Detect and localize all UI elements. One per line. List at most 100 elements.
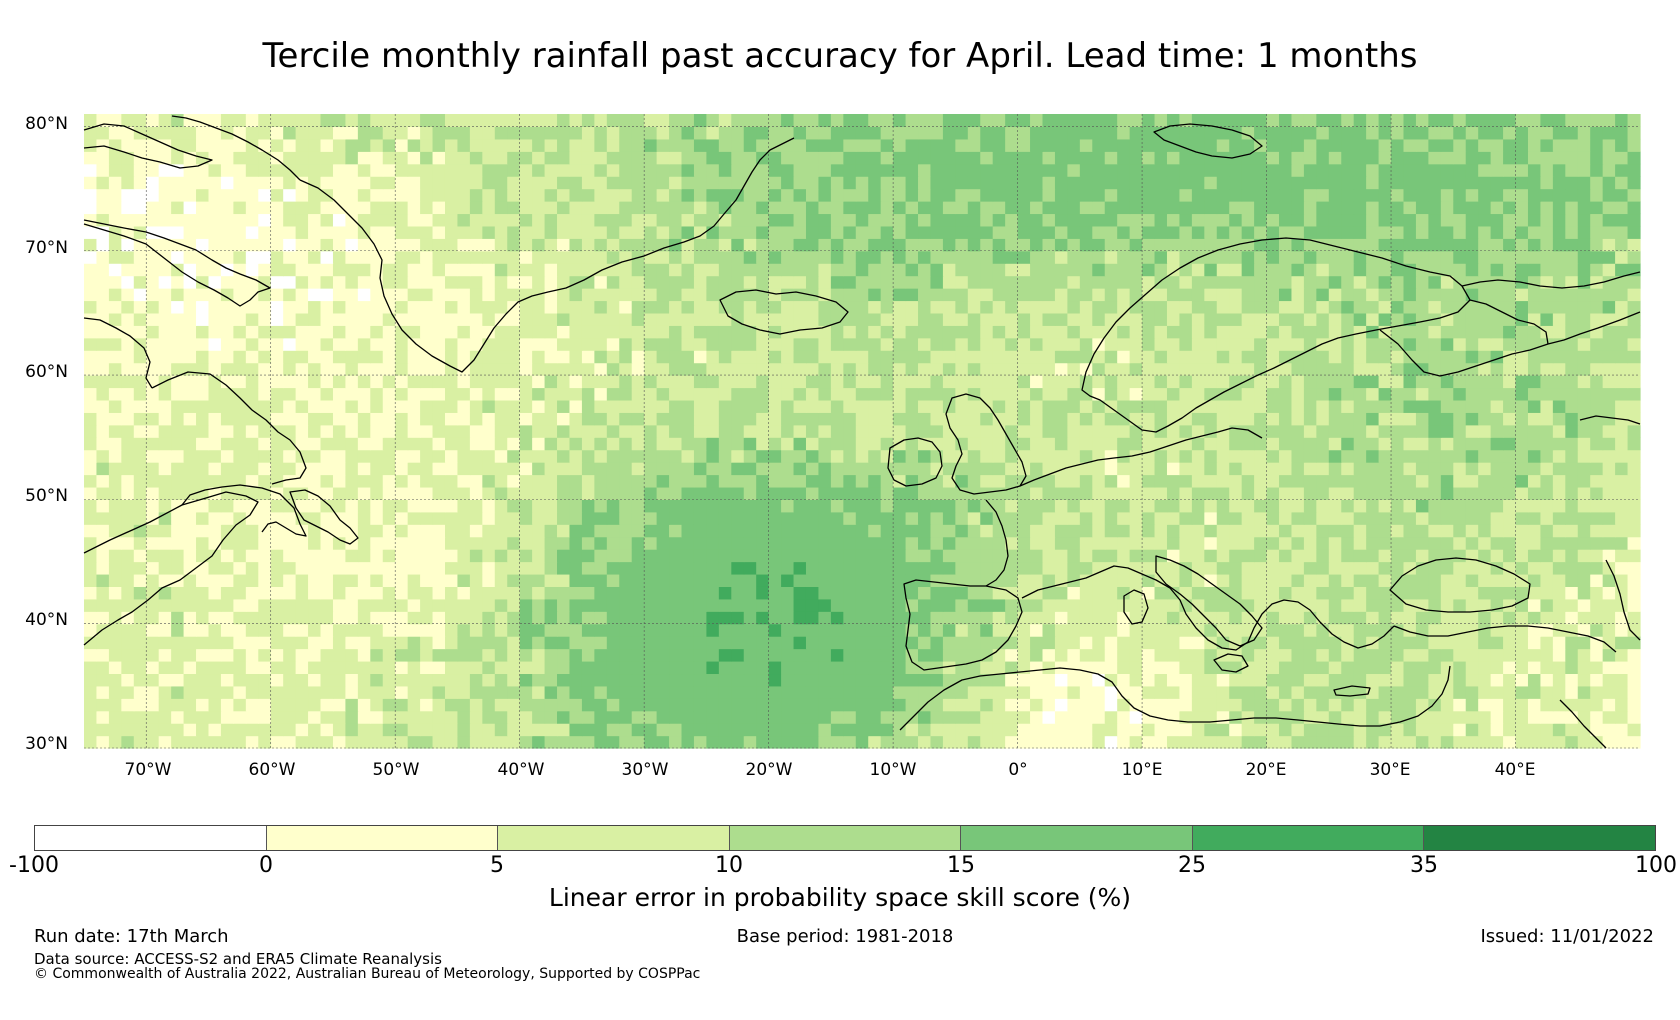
- skill-cell: [1241, 474, 1255, 488]
- skill-cell: [121, 723, 135, 737]
- skill-cell: [245, 337, 259, 351]
- skill-cell: [1540, 387, 1554, 401]
- skill-cell: [1527, 660, 1542, 675]
- skill-cell: [482, 586, 496, 600]
- skill-cell: [1366, 449, 1380, 463]
- skill-cell: [955, 387, 969, 401]
- skill-cell: [1341, 399, 1355, 413]
- skill-cell: [843, 598, 857, 612]
- skill-cell: [1092, 486, 1106, 500]
- skill-cell: [1478, 723, 1492, 737]
- skill-cell: [382, 660, 396, 675]
- skill-cell: [743, 673, 757, 687]
- skill-cell: [370, 623, 384, 637]
- skill-cell: [121, 710, 135, 724]
- skill-cell: [258, 511, 272, 525]
- skill-cell: [345, 735, 359, 749]
- skill-cell: [1279, 449, 1293, 463]
- skill-cell: [1291, 648, 1305, 662]
- skill-cell: [743, 325, 757, 339]
- skill-cell: [1515, 698, 1529, 712]
- skill-cell: [507, 710, 521, 724]
- skill-cell: [332, 486, 347, 500]
- skill-cell: [208, 735, 222, 749]
- skill-cell: [1478, 325, 1492, 339]
- skill-cell: [1204, 598, 1218, 612]
- skill-cell: [1465, 474, 1479, 488]
- skill-cell: [171, 648, 185, 662]
- skill-cell: [619, 573, 633, 587]
- skill-cell: [332, 362, 347, 376]
- skill-cell: [1179, 362, 1193, 376]
- skill-cell: [594, 462, 608, 476]
- skill-cell: [855, 412, 869, 426]
- skill-cell: [619, 499, 633, 513]
- skill-cell: [1478, 524, 1492, 538]
- skill-cell: [1391, 536, 1405, 550]
- skill-cell: [1515, 611, 1529, 625]
- skill-cell: [644, 549, 658, 563]
- skill-cell: [706, 648, 720, 662]
- skill-cell: [1565, 387, 1579, 401]
- skill-cell: [1391, 263, 1405, 277]
- skill-cell: [581, 412, 595, 426]
- skill-cell: [1017, 437, 1031, 451]
- skill-cell: [706, 250, 720, 264]
- skill-cell: [1191, 300, 1205, 314]
- skill-cell: [1241, 337, 1255, 351]
- skill-cell: [1229, 673, 1243, 687]
- skill-cell: [1565, 636, 1579, 650]
- skill-cell: [955, 511, 969, 525]
- skill-cell: [756, 375, 770, 389]
- skill-cell: [1104, 499, 1118, 513]
- skill-cell: [868, 611, 882, 625]
- skill-cell: [756, 437, 770, 451]
- skill-cell: [1054, 710, 1068, 724]
- skill-cell: [1179, 325, 1193, 339]
- skill-cell: [1054, 561, 1068, 575]
- skill-cell: [295, 573, 309, 587]
- skill-cell: [183, 250, 197, 264]
- skill-cell: [1328, 586, 1342, 600]
- skill-cell: [1478, 673, 1492, 687]
- skill-cell: [171, 636, 185, 650]
- skill-cell: [544, 549, 558, 563]
- skill-cell: [644, 337, 658, 351]
- skill-cell: [731, 250, 745, 264]
- skill-cell: [793, 462, 807, 476]
- skill-cell: [532, 325, 546, 339]
- skill-cell: [1079, 611, 1093, 625]
- skill-cell: [1503, 598, 1517, 612]
- skill-cell: [1042, 474, 1056, 488]
- skill-cell: [108, 636, 122, 650]
- skill-cell: [1552, 362, 1566, 376]
- skill-cell: [108, 710, 122, 724]
- skill-cell: [1328, 598, 1342, 612]
- skill-cell: [718, 623, 732, 637]
- skill-cell: [930, 350, 944, 364]
- skill-cell: [1391, 387, 1405, 401]
- skill-cell: [1552, 437, 1566, 451]
- skill-cell: [1005, 375, 1019, 389]
- skill-cell: [395, 275, 409, 289]
- skill-cell: [332, 337, 347, 351]
- skill-cell: [258, 275, 272, 289]
- skill-cell: [507, 325, 521, 339]
- skill-cell: [793, 511, 807, 525]
- skill-cell: [420, 710, 434, 724]
- skill-cell: [619, 337, 633, 351]
- skill-cell: [1391, 399, 1405, 413]
- skill-cell: [432, 263, 446, 277]
- skill-cell: [370, 524, 384, 538]
- skill-cell: [295, 375, 309, 389]
- skill-cell: [320, 611, 334, 625]
- skill-cell: [669, 598, 683, 612]
- skill-cell: [295, 250, 309, 264]
- skill-cell: [1079, 685, 1093, 699]
- skill-cell: [1266, 375, 1280, 389]
- skill-cell: [1627, 586, 1641, 600]
- skill-cell: [407, 275, 421, 289]
- skill-cell: [432, 636, 446, 650]
- skill-cell: [1179, 598, 1193, 612]
- skill-cell: [731, 660, 745, 675]
